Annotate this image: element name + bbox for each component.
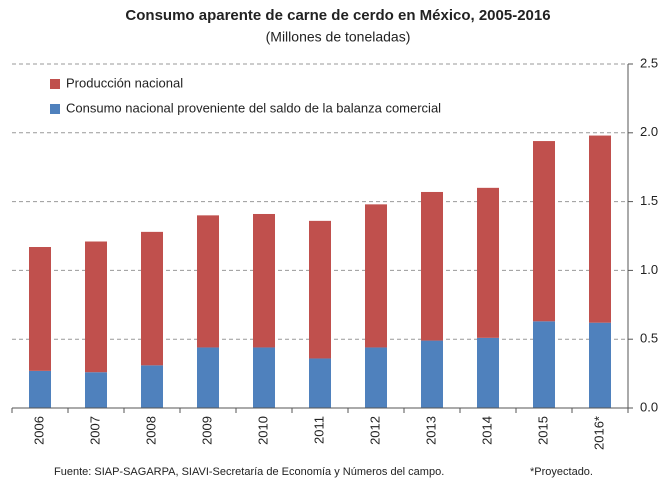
bar-segment [253, 213, 275, 348]
bar-segment [29, 247, 51, 371]
bar-segment [533, 321, 555, 408]
note: *Proyectado. [530, 466, 593, 478]
source: Fuente: SIAP-SAGARPA, SIAVI-Secretaría d… [54, 466, 444, 478]
bar-segment [309, 358, 331, 408]
x-tick-label: 2007 [87, 416, 102, 445]
x-tick-label: 2006 [31, 416, 46, 445]
y-tick-label: 0.5 [640, 331, 658, 346]
x-tick-label: 2009 [199, 416, 214, 445]
bar-segment [589, 322, 611, 408]
x-tick-label: 2011 [311, 416, 326, 444]
legend-label: Consumo nacional proveniente del saldo d… [66, 100, 441, 115]
legend-label: Producción nacional [66, 75, 183, 90]
bar-segment [533, 141, 555, 322]
bar-segment [589, 135, 611, 323]
bar-segment [85, 241, 107, 373]
x-tick-label: 2010 [255, 416, 270, 445]
bar-segment [85, 372, 107, 408]
bar-segment [365, 204, 387, 348]
bar-segment [141, 231, 163, 366]
x-tick-label: 2012 [367, 416, 382, 445]
y-tick-label: 0.0 [640, 399, 658, 414]
y-tick-label: 2.0 [640, 124, 658, 139]
y-tick-label: 2.5 [640, 55, 658, 70]
bar-segment [477, 187, 499, 338]
x-tick-label: 2015 [535, 416, 550, 445]
chart-title: Consumo aparente de carne de cerdo en Mé… [125, 7, 550, 24]
legend-swatch [50, 104, 60, 114]
x-tick-label: 2008 [143, 416, 158, 445]
bar-segment [421, 340, 443, 408]
y-tick-label: 1.5 [640, 193, 658, 208]
x-tick-label: 2013 [423, 416, 438, 445]
bar-segment [197, 215, 219, 348]
bar-segment [29, 370, 51, 408]
x-tick-label: 2016* [591, 416, 606, 450]
bar-segment [477, 337, 499, 408]
y-tick-label: 1.0 [640, 262, 658, 277]
x-tick-label: 2014 [479, 416, 494, 445]
chart-subtitle: (Millones de toneladas) [266, 29, 411, 45]
bar-segment [421, 191, 443, 341]
bar-segment [141, 365, 163, 408]
bar-segment [253, 347, 275, 408]
bar-segment [197, 347, 219, 408]
legend-swatch [50, 79, 60, 89]
bar-segment [309, 220, 331, 359]
bar-segment [365, 347, 387, 408]
